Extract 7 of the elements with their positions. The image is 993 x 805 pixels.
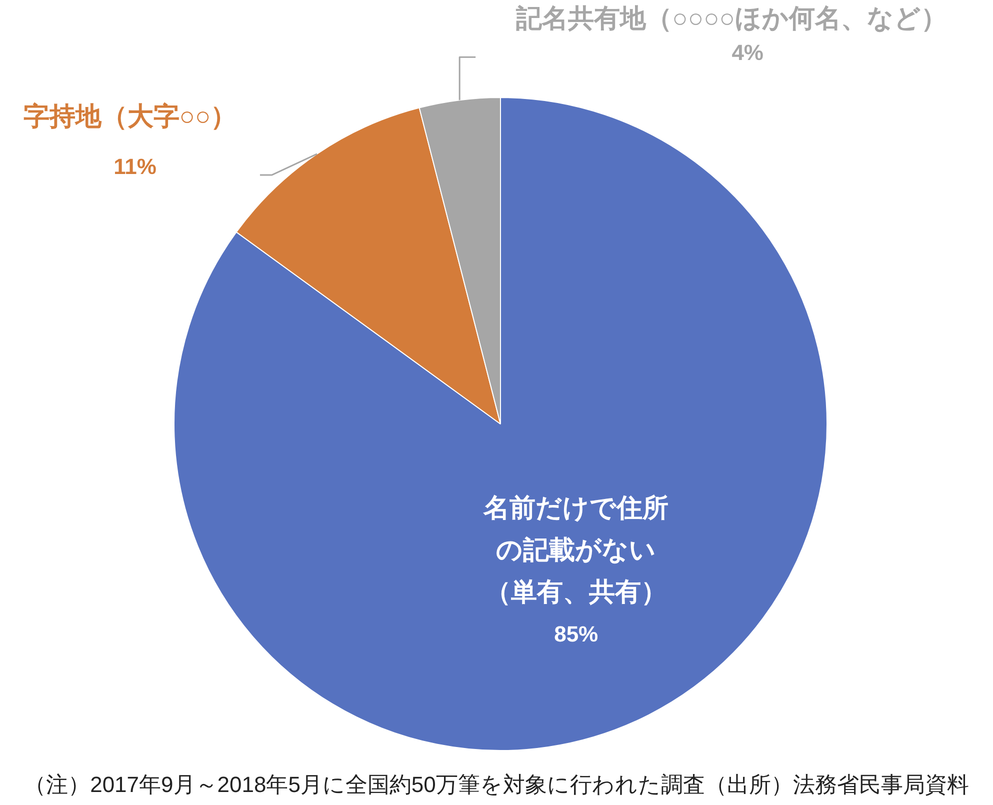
- data-label: 85%: [554, 621, 598, 646]
- data-label: 11%: [114, 154, 156, 180]
- slice-label: 字持地（大字○○）: [23, 101, 237, 132]
- text: （注）2017年9月～2018年5月に全国約50万筆を対象に行われた調査（出所）法務省民事局資料: [23, 771, 970, 799]
- slice-label: 記名共有地（○○○○ほか何名、など）: [515, 3, 947, 34]
- slice-label: 名前だけで住所の記載がない（単有、共有）: [482, 492, 669, 607]
- data-label: 4%: [732, 40, 764, 66]
